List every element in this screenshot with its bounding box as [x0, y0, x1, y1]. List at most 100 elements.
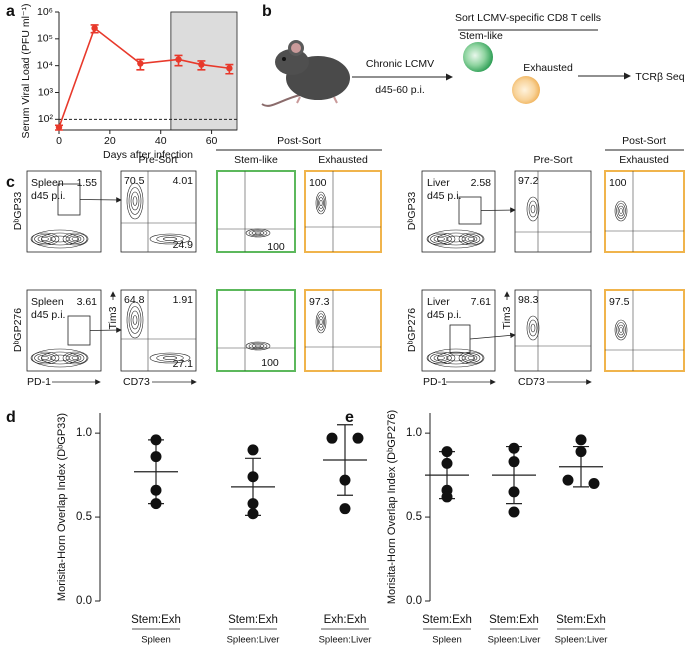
- contour: [30, 232, 60, 246]
- x-tick-label: 0: [56, 135, 62, 147]
- x-tick-label: 40: [155, 135, 167, 147]
- contour: [446, 235, 466, 243]
- data-point: [150, 434, 162, 446]
- contour: [50, 235, 70, 243]
- contour: [316, 194, 326, 212]
- contour: [254, 231, 262, 235]
- axis-label: DᵇGP276: [12, 308, 24, 352]
- arrow: [480, 207, 516, 213]
- gate-value: 70.5: [124, 175, 145, 187]
- data-point: [198, 61, 205, 68]
- panel-label: e: [345, 409, 354, 426]
- data-point: [508, 506, 520, 518]
- contour: [616, 322, 626, 338]
- flow-plot: [304, 170, 382, 253]
- contour: [528, 200, 538, 218]
- contour: [616, 203, 626, 219]
- sample-label: Spleen: [31, 177, 64, 189]
- contour: [437, 356, 445, 360]
- contour: [126, 301, 144, 339]
- contour: [34, 353, 56, 363]
- contour: [62, 232, 88, 246]
- contour: [68, 354, 82, 362]
- contour: [132, 315, 138, 325]
- contour: [318, 197, 324, 209]
- contour: [128, 187, 142, 215]
- contour: [315, 191, 327, 215]
- contour: [464, 235, 478, 243]
- data-point: [588, 478, 600, 489]
- diagram-label: Sort LCMV-specific CD8 T cells: [455, 12, 601, 24]
- panel-label: c: [6, 174, 15, 191]
- contour: [128, 306, 142, 334]
- data-point: [352, 432, 364, 444]
- x-tick-label: Stem:Exh: [131, 614, 181, 626]
- contour: [526, 196, 540, 222]
- gate-value: 97.2: [518, 175, 539, 187]
- y-tick-label: 0.0: [76, 595, 92, 607]
- diagram-label: Exhausted: [523, 62, 573, 74]
- sample-label: d45 p.i.: [427, 309, 461, 321]
- x-tick-label: Stem:Exh: [422, 614, 472, 626]
- contour: [464, 354, 478, 362]
- contour: [319, 318, 323, 326]
- contour: [163, 237, 177, 241]
- gate-value: 64.8: [124, 294, 145, 306]
- y-tick-label: 10²: [38, 113, 54, 125]
- data-point: [226, 65, 233, 72]
- flow-plot: [421, 289, 496, 372]
- contour: [126, 182, 144, 220]
- contour: [433, 235, 449, 243]
- y-tick-label: 0.0: [406, 595, 422, 607]
- data-line: [58, 26, 230, 128]
- contour: [437, 232, 475, 246]
- y-tick-label: 10³: [38, 86, 54, 98]
- contour: [530, 323, 536, 333]
- data-point: [150, 498, 162, 510]
- contour: [37, 235, 53, 243]
- contour: [41, 356, 49, 360]
- gate-value: 1.91: [173, 294, 194, 306]
- y-tick-label: 10⁶: [37, 6, 53, 18]
- diagram-label: Stem-like: [459, 30, 503, 42]
- column-header: Exhausted: [619, 154, 669, 166]
- data-point: [562, 474, 574, 486]
- sample-label: d45 p.i.: [31, 309, 65, 321]
- contour: [71, 237, 79, 241]
- contour: [427, 348, 485, 368]
- x-tick-label: Exh:Exh: [324, 614, 367, 626]
- gate-value: 100: [609, 177, 627, 189]
- axis-label: PD-1: [423, 376, 447, 388]
- flow-plot: [304, 289, 382, 372]
- flow-plot: [120, 170, 197, 253]
- contour: [132, 196, 138, 206]
- y-tick-label: 1.0: [76, 427, 92, 439]
- x-tick-sublabel: Spleen:Liver: [555, 635, 608, 646]
- contour: [62, 351, 88, 365]
- gate-value: 2.58: [471, 177, 492, 189]
- contour: [617, 205, 625, 217]
- gate-value: 97.5: [609, 296, 630, 308]
- column-header: Post-Sort: [277, 135, 321, 147]
- y-axis-label: Morisita-Horn Overlap Index (DᵇGP276): [386, 410, 398, 604]
- x-tick-label: 60: [206, 135, 218, 147]
- flow-plot: [216, 170, 296, 253]
- gate-value: 27.1: [173, 358, 194, 370]
- contour: [427, 229, 485, 249]
- y-tick-label: 10⁴: [37, 59, 53, 71]
- gate: [67, 315, 91, 346]
- flow-plot: [604, 289, 685, 372]
- contour: [437, 237, 445, 241]
- y-tick-label: 0.5: [76, 511, 92, 523]
- contour: [251, 230, 265, 236]
- flow-plot: [604, 170, 685, 253]
- data-point: [508, 456, 520, 468]
- y-tick-label: 0.5: [406, 511, 422, 523]
- contour: [149, 233, 191, 245]
- data-point: [441, 457, 453, 469]
- x-tick-sublabel: Spleen:Liver: [227, 635, 280, 646]
- contour: [316, 313, 326, 331]
- gate-value: 3.61: [77, 296, 98, 308]
- contour: [37, 354, 53, 362]
- sample-label: d45 p.i.: [427, 190, 461, 202]
